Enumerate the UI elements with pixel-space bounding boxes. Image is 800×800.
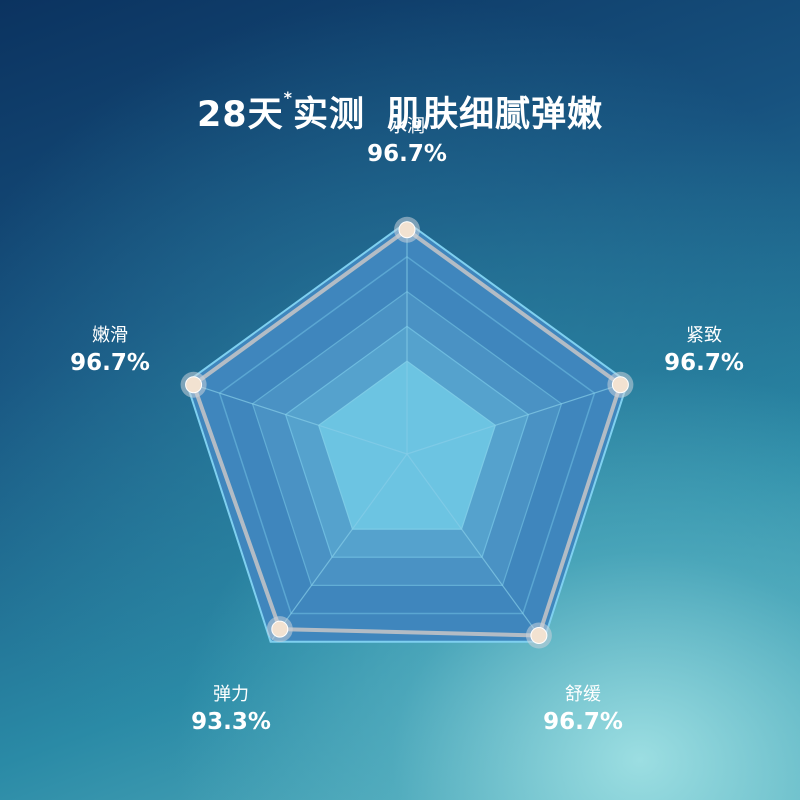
axis-name: 水润 — [389, 116, 425, 137]
data-point — [185, 376, 203, 394]
title-asterisk: * — [283, 88, 294, 107]
axis-label-elasticity: 弹力 93.3% — [161, 683, 301, 737]
axis-name: 舒缓 — [565, 684, 601, 705]
axis-name: 嫩滑 — [92, 325, 128, 346]
axis-label-smoothness: 嫩滑 96.7% — [40, 324, 180, 378]
title-part-1: 28天 — [196, 95, 284, 135]
axis-value: 93.3% — [191, 709, 271, 735]
axis-label-firming: 紧致 96.7% — [634, 324, 774, 378]
data-point — [530, 627, 548, 644]
title-part-3: 肌肤细腻弹嫩 — [387, 95, 604, 135]
axis-name: 紧致 — [686, 325, 722, 346]
data-point — [611, 376, 629, 394]
radar-spokes — [186, 222, 628, 643]
radar-spoke — [406, 381, 628, 455]
axis-name: 弹力 — [213, 684, 249, 705]
radar-spoke — [270, 453, 408, 643]
axis-value: 96.7% — [664, 350, 744, 376]
data-points — [180, 216, 634, 649]
radar-spoke — [186, 381, 408, 455]
axis-value: 96.7% — [367, 141, 447, 167]
title-part-2: 实测 — [293, 95, 366, 135]
axis-label-soothing: 舒缓 96.7% — [513, 683, 653, 737]
data-polygon — [191, 227, 623, 638]
axis-label-hydration: 水润 96.7% — [337, 115, 477, 169]
page-title: 28天*实测 肌肤细腻弹嫩 — [0, 86, 800, 137]
radar-spoke — [406, 453, 544, 643]
axis-value: 96.7% — [70, 350, 150, 376]
data-point — [398, 221, 416, 239]
axis-value: 96.7% — [543, 709, 623, 735]
data-point — [271, 620, 289, 638]
